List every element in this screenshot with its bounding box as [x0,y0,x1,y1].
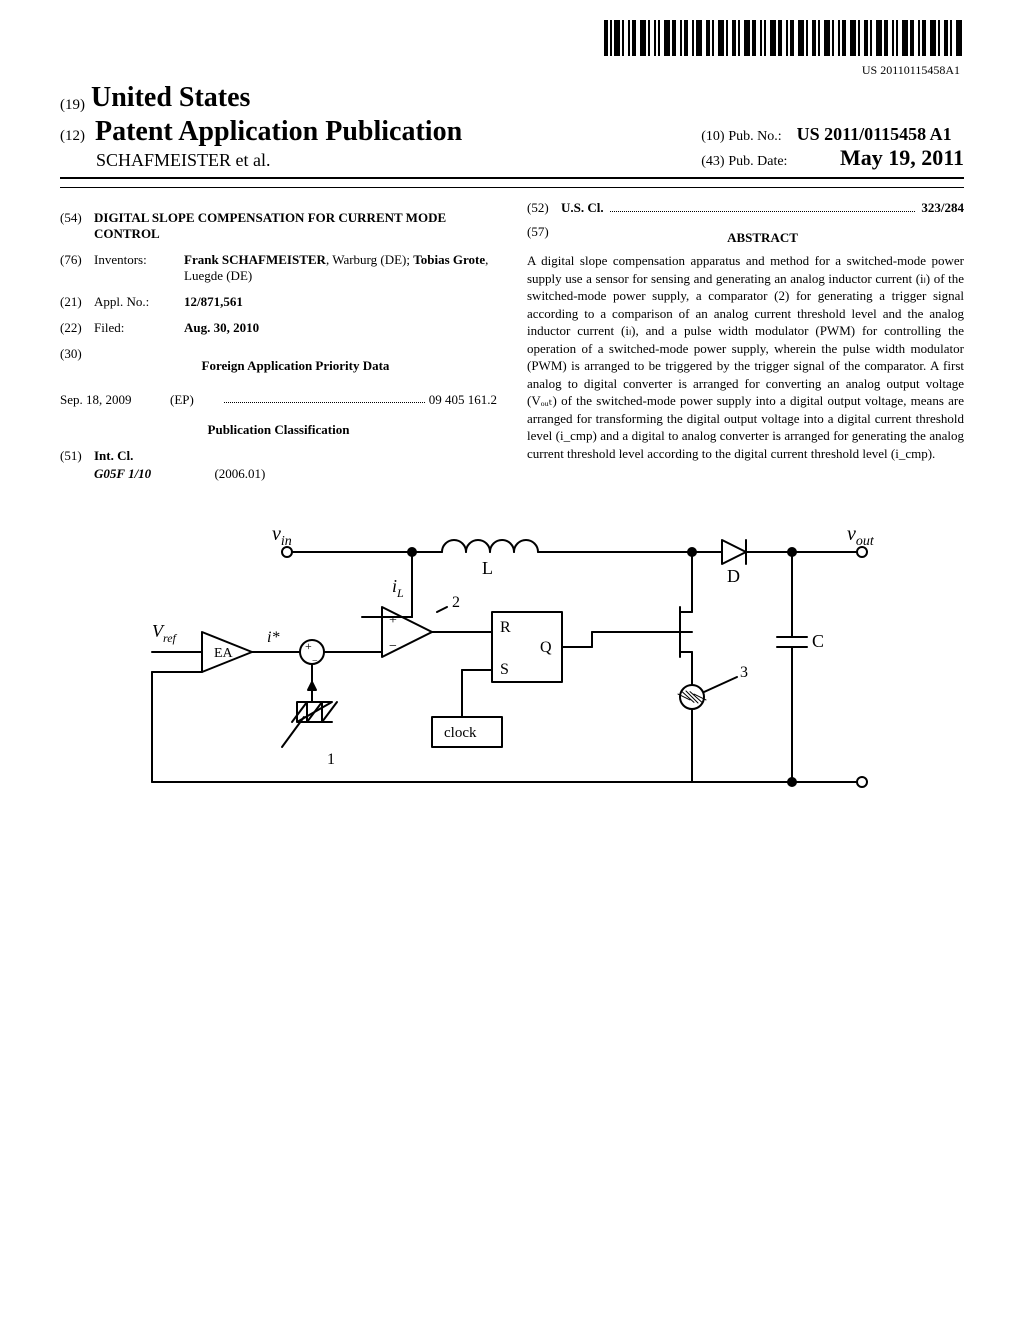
pub-type: Patent Application Publication [95,116,462,147]
inventors-value: Frank SCHAFMEISTER, Warburg (DE); Tobias… [184,252,497,284]
pubdate-value: May 19, 2011 [840,145,964,170]
inventor1-name: Frank SCHAFMEISTER [184,252,326,267]
uscl-dots [610,201,916,212]
title-code: (54) [60,210,94,242]
abstract-text: A digital slope compensation apparatus a… [527,252,964,463]
title-line: (12) Patent Application Publication SCHA… [60,116,964,179]
svg-text:Vref: Vref [152,621,178,645]
svg-text:C: C [812,631,824,651]
svg-text:i*: i* [267,629,279,646]
svg-text:Q: Q [540,639,552,656]
svg-text:EA: EA [214,646,234,661]
svg-text:2: 2 [452,594,460,611]
barcode [604,20,964,56]
svg-text:−: − [312,656,318,667]
pubdate-label: Pub. Date: [728,154,787,169]
priority-date: Sep. 18, 2009 [60,392,170,408]
barcode-label: US 20110115458A1 [60,63,960,78]
svg-text:clock: clock [444,725,477,741]
intcl-value: G05F 1/10 [94,466,151,481]
applno-label: Appl. No.: [94,294,184,310]
pubno-code: (10) [701,129,724,144]
country-code: (19) [60,97,85,114]
uscl-row: (52) U.S. Cl. 323/284 [527,200,964,216]
applno-value: 12/871,561 [184,294,497,310]
intcl-year: (2006.01) [214,466,265,481]
barcode-region: US 20110115458A1 [60,20,964,78]
priority-code: (30) [60,346,94,382]
pub-code: (12) [60,128,85,144]
svg-text:D: D [727,566,740,586]
uscl-label: U.S. Cl. [561,200,604,216]
svg-text:vin: vin [272,523,292,549]
inventors-code: (76) [60,252,94,284]
priority-num: 09 405 161.2 [429,392,497,408]
svg-text:3: 3 [740,664,748,681]
svg-text:+: + [389,613,397,628]
header-country-row: (19) United States [60,82,964,114]
priority-cc: (EP) [170,392,220,408]
svg-text:1: 1 [327,751,335,768]
invention-title: DIGITAL SLOPE COMPENSATION FOR CURRENT M… [94,210,497,242]
filed-code: (22) [60,320,94,336]
svg-text:S: S [500,661,509,678]
filed-label: Filed: [94,320,184,336]
uscl-code: (52) [527,200,561,216]
abstract-heading: ABSTRACT [561,230,964,246]
priority-heading: Foreign Application Priority Data [94,358,497,374]
intcl-row: G05F 1/10 (2006.01) [60,466,497,482]
right-column: (52) U.S. Cl. 323/284 (57) ABSTRACT A di… [527,200,964,482]
svg-text:−: − [389,639,397,654]
uscl-value: 323/284 [921,200,964,216]
intcl-code: (51) [60,448,94,464]
country-name: United States [91,82,250,114]
inventor1-loc: , Warburg (DE); [326,252,413,267]
intcl-label: Int. Cl. [94,448,133,464]
priority-dots [224,392,425,403]
class-heading: Publication Classification [60,422,497,438]
inventors-label: Inventors: [94,252,184,284]
pubdate-code: (43) [701,154,724,169]
left-column: (54) DIGITAL SLOPE COMPENSATION FOR CURR… [60,200,497,482]
inventor2-name: Tobias Grote [413,252,485,267]
svg-text:R: R [500,619,511,636]
priority-row: Sep. 18, 2009 (EP) 09 405 161.2 [60,392,497,408]
svg-text:+: + [305,639,312,653]
pubno-label: Pub. No.: [728,129,781,144]
svg-text:vout: vout [847,523,875,549]
pubno-value: US 2011/0115458 A1 [797,124,952,144]
abstract-code: (57) [527,224,561,252]
svg-text:iL: iL [392,576,404,600]
svg-text:L: L [482,558,493,578]
authors-line: SCHAFMEISTER et al. [96,150,462,171]
circuit-figure: vinvoutLDC3iL+−+−EAVrefi*12RQSclock [132,512,892,812]
applno-code: (21) [60,294,94,310]
divider [60,187,964,188]
filed-value: Aug. 30, 2010 [184,320,497,336]
